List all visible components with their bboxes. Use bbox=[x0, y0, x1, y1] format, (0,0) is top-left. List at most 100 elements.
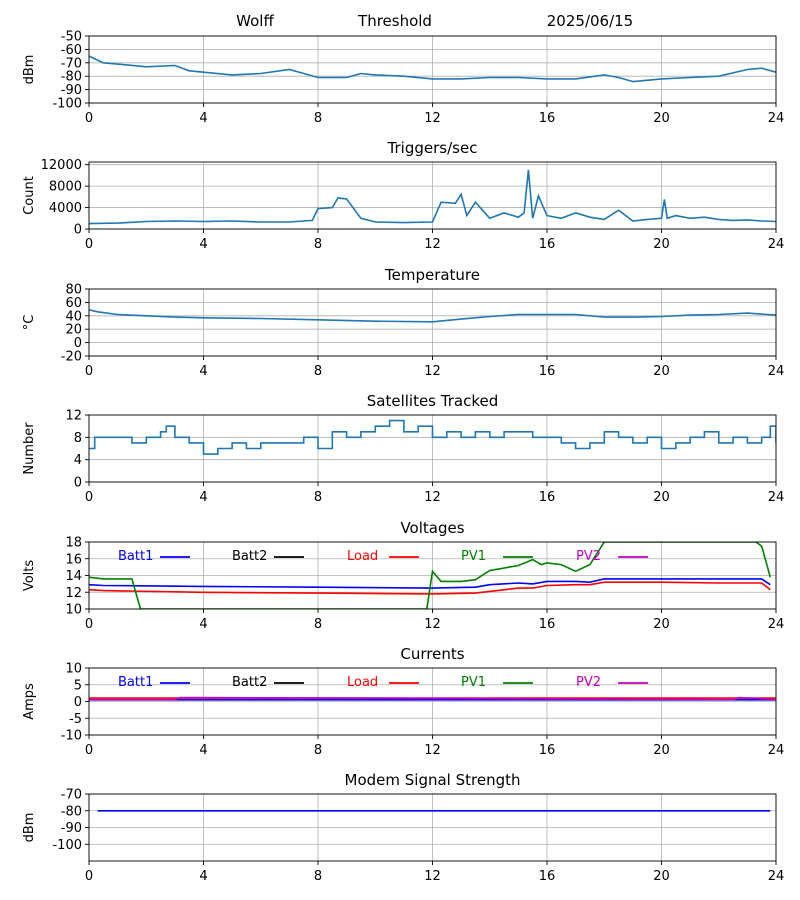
y-tick-label: 12 bbox=[65, 586, 82, 601]
x-tick-label: 24 bbox=[768, 743, 785, 758]
x-tick-label: 24 bbox=[768, 111, 785, 126]
y-tick-label: -60 bbox=[61, 43, 82, 58]
x-tick-label: 24 bbox=[768, 237, 785, 252]
series-line-1 bbox=[89, 55, 776, 83]
x-tick-label: 4 bbox=[199, 743, 207, 758]
series-line-pv2 bbox=[89, 696, 776, 701]
x-tick-label: 0 bbox=[85, 111, 93, 126]
x-tick-label: 0 bbox=[85, 364, 93, 379]
y-tick-label: 4 bbox=[74, 453, 82, 468]
x-tick-label: 4 bbox=[199, 111, 207, 126]
x-tick-label: 0 bbox=[85, 617, 93, 632]
panel-1: 0 4 8 12 16 20 24 -50-60-70-80-90-100 dBm bbox=[22, 30, 784, 127]
y-tick-label: 80 bbox=[65, 283, 82, 298]
x-tick-label: 12 bbox=[424, 490, 441, 505]
header-date: 2025/06/15 bbox=[547, 12, 633, 30]
y-tick-label: -5 bbox=[69, 712, 82, 727]
x-tick-label: 20 bbox=[653, 364, 670, 379]
x-tick-label: 20 bbox=[653, 743, 670, 758]
panel-title: Satellites Tracked bbox=[367, 392, 498, 410]
plot-frame bbox=[88, 161, 777, 230]
legend-label-batt1: Batt1 bbox=[118, 675, 153, 690]
figure-header: Wolff Threshold 2025/06/15 bbox=[236, 12, 633, 30]
y-tick-label: -80 bbox=[61, 804, 82, 819]
x-tick-label: 16 bbox=[539, 869, 556, 884]
x-tick-label: 16 bbox=[539, 743, 556, 758]
y-tick-label: 40 bbox=[65, 309, 82, 324]
y-tick-label: 60 bbox=[65, 296, 82, 311]
y-tick-label: 4000 bbox=[49, 201, 82, 216]
plot-frame bbox=[88, 667, 777, 736]
plot-frame bbox=[88, 288, 777, 357]
x-tick-label: 16 bbox=[539, 490, 556, 505]
plot-frame bbox=[88, 414, 777, 483]
y-tick-label: 8000 bbox=[49, 180, 82, 195]
x-tick-label: 8 bbox=[314, 237, 322, 252]
panel-title: Triggers/sec bbox=[387, 139, 478, 157]
legend-label-pv1: PV1 bbox=[461, 675, 486, 690]
y-axis-label: Number bbox=[22, 422, 37, 475]
x-tick-label: 8 bbox=[314, 364, 322, 379]
x-tick-label: 20 bbox=[653, 617, 670, 632]
x-tick-label: 8 bbox=[314, 111, 322, 126]
series-line-1 bbox=[89, 309, 776, 323]
x-tick-label: 4 bbox=[199, 364, 207, 379]
panel-title: Currents bbox=[400, 645, 464, 663]
header-station: Wolff bbox=[236, 12, 274, 30]
y-tick-label: 0 bbox=[74, 476, 82, 491]
y-tick-label: -80 bbox=[61, 70, 82, 85]
legend-label-batt2: Batt2 bbox=[232, 675, 267, 690]
panel-title: Voltages bbox=[400, 519, 464, 537]
y-tick-label: -70 bbox=[61, 788, 82, 803]
y-tick-label: -100 bbox=[52, 97, 82, 112]
x-tick-label: 20 bbox=[653, 869, 670, 884]
x-tick-label: 8 bbox=[314, 490, 322, 505]
x-tick-label: 20 bbox=[653, 111, 670, 126]
y-tick-label: -10 bbox=[61, 729, 82, 744]
series-line-pv1 bbox=[89, 542, 772, 609]
y-axis-label: °C bbox=[22, 315, 37, 331]
y-tick-label: 20 bbox=[65, 323, 82, 338]
x-tick-label: 24 bbox=[768, 617, 785, 632]
y-tick-label: 0 bbox=[74, 336, 82, 351]
x-tick-label: 0 bbox=[85, 869, 93, 884]
x-tick-label: 16 bbox=[539, 111, 556, 126]
plot-frame bbox=[88, 541, 777, 610]
x-tick-label: 24 bbox=[768, 364, 785, 379]
x-tick-label: 8 bbox=[314, 743, 322, 758]
x-tick-label: 24 bbox=[768, 869, 785, 884]
x-tick-label: 4 bbox=[199, 237, 207, 252]
x-tick-label: 24 bbox=[768, 490, 785, 505]
y-tick-label: 5 bbox=[74, 678, 82, 693]
x-tick-label: 16 bbox=[539, 364, 556, 379]
x-tick-label: 0 bbox=[85, 237, 93, 252]
panel-title: Modem Signal Strength bbox=[345, 771, 521, 789]
series-line-1 bbox=[89, 419, 776, 455]
y-axis-label: dBm bbox=[22, 813, 37, 843]
x-tick-label: 12 bbox=[424, 869, 441, 884]
x-tick-label: 20 bbox=[653, 490, 670, 505]
y-tick-label: 18 bbox=[65, 536, 82, 551]
legend-label-pv1: PV1 bbox=[461, 549, 486, 564]
plot-frame bbox=[88, 35, 777, 104]
x-tick-label: 4 bbox=[199, 490, 207, 505]
panel-2: 0 4 8 12 16 20 24 0 4000 8000 12000 Triggers/sec Cou… bbox=[22, 139, 784, 252]
legend-label-pv2: PV2 bbox=[576, 675, 601, 690]
x-tick-label: 0 bbox=[85, 490, 93, 505]
y-tick-label: 0 bbox=[74, 223, 82, 238]
plot-frame bbox=[88, 793, 777, 862]
x-tick-label: 12 bbox=[424, 364, 441, 379]
y-tick-label: -70 bbox=[61, 56, 82, 71]
x-tick-label: 12 bbox=[424, 111, 441, 126]
y-tick-label: 10 bbox=[65, 662, 82, 677]
series-line-load bbox=[89, 581, 771, 595]
x-tick-label: 12 bbox=[424, 617, 441, 632]
y-axis-label: Volts bbox=[22, 560, 37, 592]
y-tick-label: -90 bbox=[61, 821, 82, 836]
y-tick-label: 14 bbox=[65, 569, 82, 584]
y-tick-label: -50 bbox=[61, 30, 82, 45]
panel-4: 0 4 8 12 16 20 24 0 4 8 12 Satellites Tracked Number bbox=[22, 392, 784, 505]
